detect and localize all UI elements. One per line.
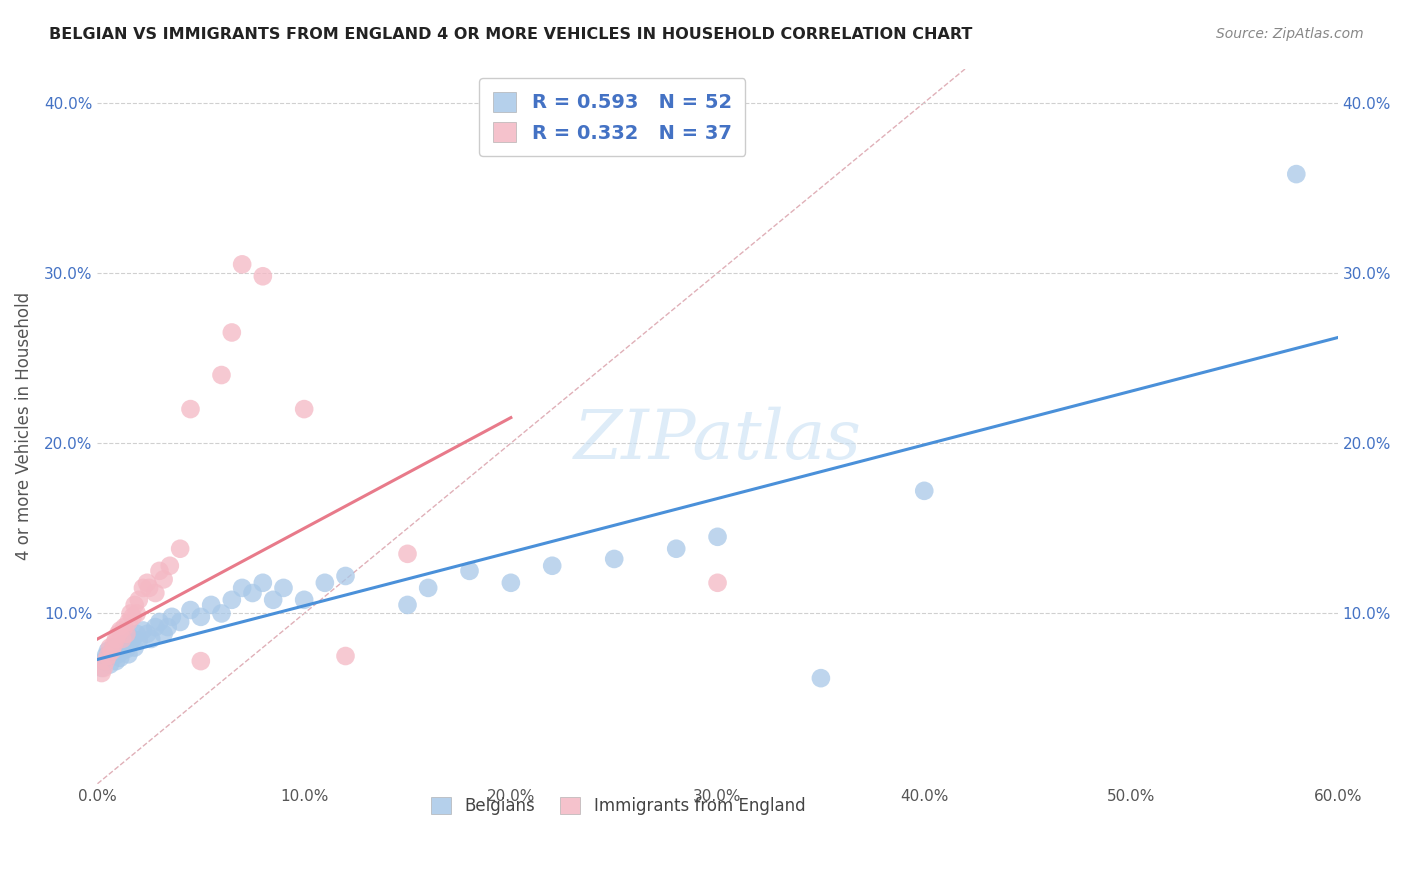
Point [108,650,131,665]
Point [603,552,626,566]
Point [221,326,243,340]
Point [136,627,159,641]
Point [152,573,174,587]
Point [190,610,212,624]
Point [94,648,117,663]
Point [105,632,128,646]
Point [143,586,166,600]
Legend: Belgians, Immigrants from England: Belgians, Immigrants from England [422,788,815,825]
Point [128,592,150,607]
Point [136,575,159,590]
Point [90,661,112,675]
Point [125,607,148,621]
Point [200,598,222,612]
Point [706,530,728,544]
Point [179,603,201,617]
Point [159,558,181,573]
Point [242,586,264,600]
Point [112,637,135,651]
Point [143,620,166,634]
Point [810,671,832,685]
Point [103,640,125,655]
Point [107,627,129,641]
Point [125,627,148,641]
Point [98,657,121,672]
Point [115,642,138,657]
Point [103,637,125,651]
Point [211,368,233,382]
Point [107,648,129,662]
Point [120,607,142,621]
Point [273,581,295,595]
Point [90,666,112,681]
Point [292,592,315,607]
Point [93,661,115,675]
Point [292,402,315,417]
Point [665,541,688,556]
Point [115,627,138,641]
Point [706,575,728,590]
Point [418,581,440,595]
Point [94,654,117,668]
Point [98,640,121,655]
Point [541,558,564,573]
Point [169,541,191,556]
Point [105,654,128,668]
Point [132,581,155,595]
Point [112,620,135,634]
Point [396,598,419,612]
Point [252,575,274,590]
Point [111,644,134,658]
Text: BELGIAN VS IMMIGRANTS FROM ENGLAND 4 OR MORE VEHICLES IN HOUSEHOLD CORRELATION C: BELGIAN VS IMMIGRANTS FROM ENGLAND 4 OR … [49,27,973,42]
Point [396,547,419,561]
Text: Source: ZipAtlas.com: Source: ZipAtlas.com [1216,27,1364,41]
Point [117,648,139,662]
Point [314,575,336,590]
Point [121,632,143,646]
Point [152,627,174,641]
Point [101,648,124,663]
Point [1285,167,1308,181]
Point [190,654,212,668]
Point [335,569,357,583]
Point [231,257,253,271]
Y-axis label: 4 or more Vehicles in Household: 4 or more Vehicles in Household [15,292,32,560]
Point [221,592,243,607]
Point [458,564,481,578]
Point [179,402,201,417]
Point [120,635,142,649]
Point [211,607,233,621]
Point [97,644,120,658]
Point [124,598,146,612]
Text: ZIPatlas: ZIPatlas [574,407,862,474]
Point [132,624,155,638]
Point [101,644,124,658]
Point [97,648,120,663]
Point [111,632,134,646]
Point [231,581,253,595]
Point [912,483,935,498]
Point [335,648,357,663]
Point [148,615,170,629]
Point [117,615,139,629]
Point [138,581,160,595]
Point [124,640,146,655]
Point [156,620,179,634]
Point [160,610,183,624]
Point [121,610,143,624]
Point [499,575,522,590]
Point [252,269,274,284]
Point [169,615,191,629]
Point [128,633,150,648]
Point [141,632,163,646]
Point [262,592,284,607]
Point [148,564,170,578]
Point [108,624,131,638]
Point [93,654,115,668]
